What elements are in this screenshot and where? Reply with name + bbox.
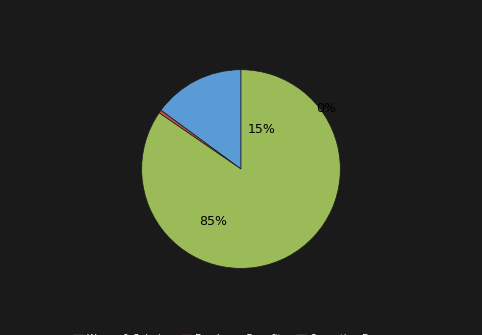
Text: 0%: 0%	[316, 102, 336, 115]
Legend: Wages & Salaries, Employee Benefits, Operating Expenses: Wages & Salaries, Employee Benefits, Ope…	[69, 330, 413, 335]
Wedge shape	[159, 110, 241, 169]
Wedge shape	[142, 70, 340, 268]
Text: 85%: 85%	[199, 215, 227, 228]
Text: 15%: 15%	[247, 123, 275, 136]
Wedge shape	[161, 70, 241, 169]
